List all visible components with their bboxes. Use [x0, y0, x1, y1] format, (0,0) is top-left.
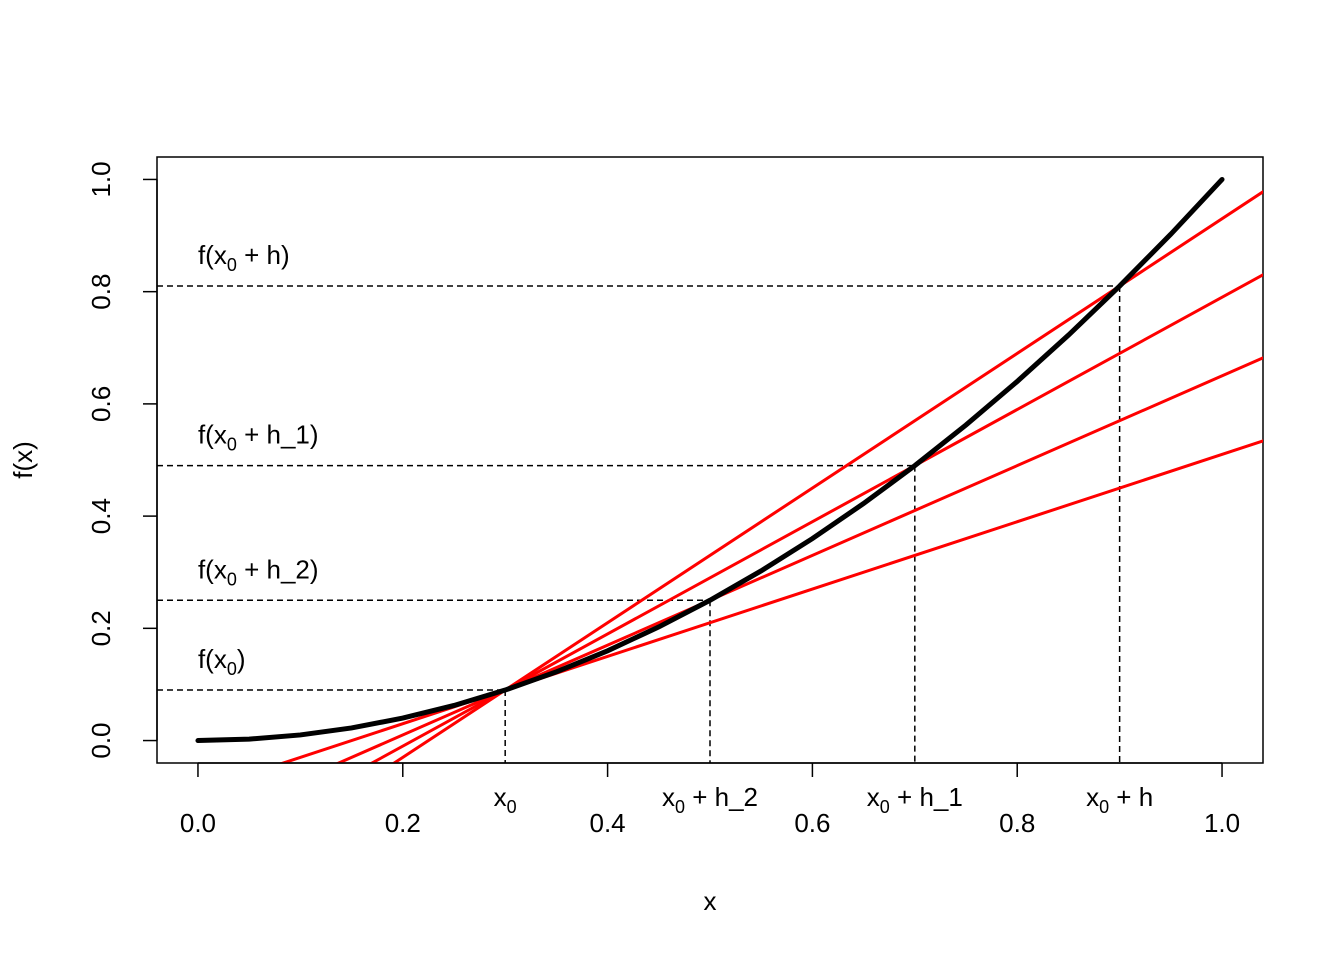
y-reference-label-part: 0 [227, 255, 237, 275]
x-reference-label: x0 + h_2 [662, 782, 758, 817]
x-tick-label: 1.0 [1204, 808, 1240, 838]
y-reference-label: f(x0) [198, 644, 246, 679]
x-reference-label-part: + h [1109, 782, 1153, 812]
y-reference-label-part: ) [237, 644, 246, 674]
x-reference-label-part: 0 [507, 797, 517, 817]
x-reference-label-part: x [867, 782, 880, 812]
series-line [368, 273, 1263, 763]
x-tick-label: 0.4 [590, 808, 626, 838]
x-reference-label-part: 0 [880, 797, 890, 817]
y-tick-label: 0.4 [86, 498, 116, 534]
y-reference-label: f(x0 + h_2) [198, 554, 319, 589]
y-reference-label: f(x0 + h) [198, 240, 290, 275]
x-reference-label-part: + h_2 [685, 782, 758, 812]
x-reference-label-part: x [494, 782, 507, 812]
x-reference-label: x0 + h [1086, 782, 1153, 817]
plot-area [157, 176, 1263, 763]
y-reference-label-part: 0 [227, 435, 237, 455]
y-tick-label: 1.0 [86, 161, 116, 197]
y-reference-label-part: + h_2) [237, 554, 319, 584]
x-reference-label: x0 [494, 782, 517, 817]
y-tick-label: 0.2 [86, 610, 116, 646]
y-reference-label-part: 0 [227, 569, 237, 589]
y-reference-label-part: + h) [237, 240, 290, 270]
series-line [195, 176, 1225, 744]
x-reference-label: x0 + h_1 [867, 782, 963, 817]
y-tick-label: 0.8 [86, 274, 116, 310]
x-tick-label: 0.2 [385, 808, 421, 838]
y-axis-title: f(x) [8, 441, 38, 479]
x-tick-label: 0.8 [999, 808, 1035, 838]
x-axis-title: x [704, 886, 717, 916]
x-reference-label-part: x [1086, 782, 1099, 812]
x-reference-label-part: 0 [1099, 797, 1109, 817]
y-reference-label: f(x0 + h_1) [198, 420, 319, 455]
y-reference-label-part: f(x [198, 420, 227, 450]
x-reference-label-part: 0 [675, 797, 685, 817]
x-tick-label: 0.6 [794, 808, 830, 838]
x-tick-label: 0.0 [180, 808, 216, 838]
y-reference-label-part: 0 [227, 659, 237, 679]
y-reference-label-part: + h_1) [237, 420, 319, 450]
y-reference-label-part: f(x [198, 240, 227, 270]
series-line [278, 439, 1263, 763]
y-reference-label-part: f(x [198, 554, 227, 584]
x-reference-label-part: x [662, 782, 675, 812]
y-reference-label-part: f(x [198, 644, 227, 674]
x-reference-label-part: + h_1 [890, 782, 963, 812]
y-tick-label: 0.6 [86, 386, 116, 422]
y-tick-label: 0.0 [86, 722, 116, 758]
series-line [391, 190, 1263, 763]
